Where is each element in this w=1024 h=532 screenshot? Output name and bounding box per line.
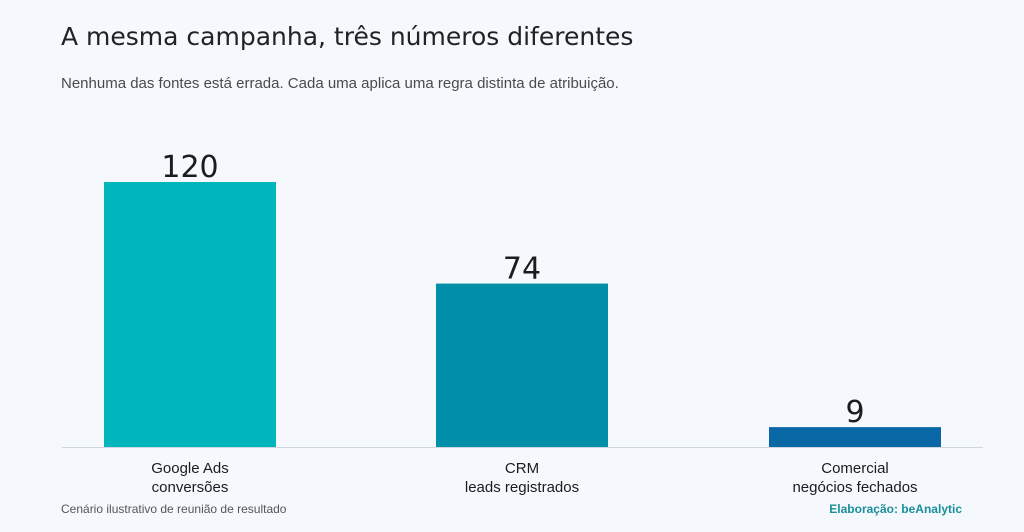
credit: Elaboração: beAnalytic [829, 502, 962, 516]
data-label-2: 74 [503, 252, 541, 287]
bar-1 [104, 182, 276, 447]
bar-2 [436, 283, 608, 447]
category-label-1-line-1: Google Ads [151, 460, 229, 477]
chart-subtitle: Nenhuma das fontes está errada. Cada uma… [61, 75, 619, 92]
data-label-1: 120 [161, 150, 218, 185]
category-label-3-line-1: Comercial [821, 460, 889, 477]
bar-3 [769, 427, 941, 447]
category-label-2-line-2: leads registrados [465, 479, 579, 496]
data-label-3: 9 [845, 395, 864, 430]
chart-title: A mesma campanha, três números diferente… [61, 22, 634, 51]
category-label-2-line-1: CRM [505, 460, 539, 477]
category-label-1-line-2: conversões [152, 479, 229, 496]
category-label-3-line-2: negócios fechados [792, 479, 917, 496]
footnote: Cenário ilustrativo de reunião de result… [61, 502, 287, 516]
